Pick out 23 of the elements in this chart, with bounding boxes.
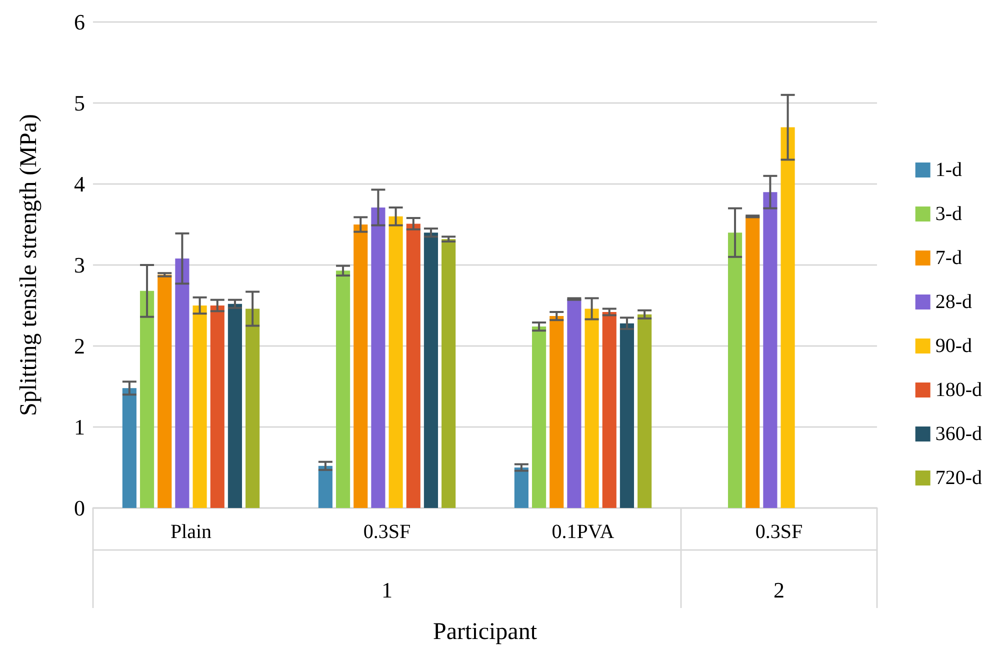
y-axis-title: Splitting tensile strength (MPa)	[16, 114, 42, 416]
legend-label: 180-d	[935, 379, 982, 401]
y-tick-label: 6	[74, 10, 85, 34]
x-axis-title: Participant	[433, 619, 538, 645]
y-tick-label: 2	[74, 334, 85, 358]
legend-label: 3-d	[935, 203, 962, 225]
x-tick-label: Plain	[170, 521, 212, 543]
y-tick-label: 4	[74, 172, 85, 196]
y-tick-label: 5	[74, 90, 85, 116]
x-tick-label: 0.3SF	[755, 521, 803, 543]
x-tick-label: 0.3SF	[363, 521, 411, 543]
legend-label: 360-d	[935, 423, 982, 445]
legend-label: 1-d	[935, 159, 962, 181]
legend-label: 720-d	[935, 467, 982, 489]
x-tick-label: 0.1PVA	[552, 521, 615, 543]
y-tick-label: 3	[74, 252, 85, 278]
text: 1	[382, 578, 392, 602]
text: 2	[774, 578, 784, 602]
y-tick-label: 1	[74, 414, 85, 440]
legend-label: 28-d	[935, 291, 972, 313]
legend-label: 90-d	[935, 335, 972, 357]
legend-label: 7-d	[935, 247, 962, 269]
y-tick-label: 0	[74, 496, 85, 520]
